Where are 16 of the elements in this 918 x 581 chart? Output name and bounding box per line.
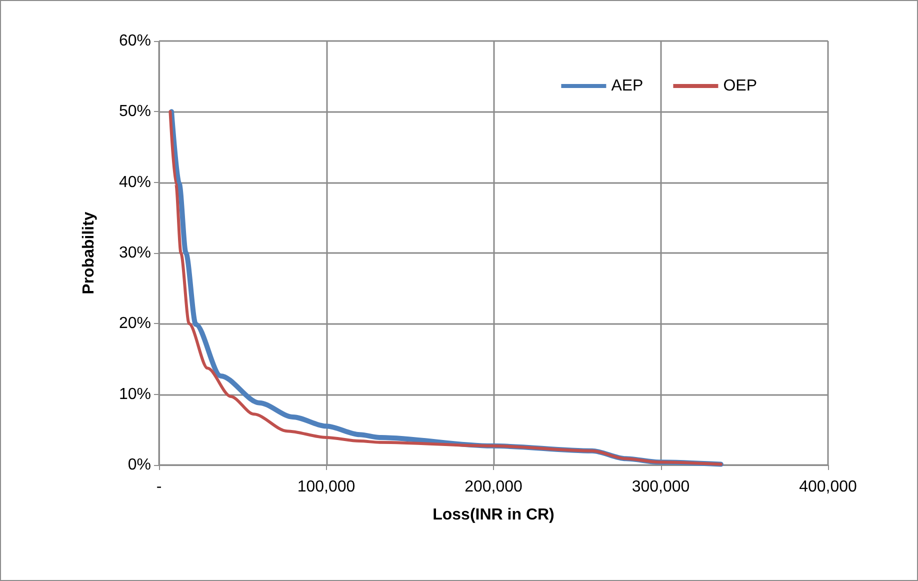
- y-axis-title: Probability: [80, 212, 98, 294]
- y-tick-label: 0%: [128, 456, 151, 474]
- x-axis-title: Loss(INR in CR): [432, 506, 554, 524]
- x-tick-label: 300,000: [632, 478, 690, 496]
- legend-label: OEP: [723, 78, 758, 94]
- x-tick-label: -: [156, 478, 162, 496]
- x-tick-label: 400,000: [799, 478, 858, 496]
- y-tick-label: 50%: [118, 103, 151, 120]
- y-tick-label: 10%: [118, 386, 151, 403]
- x-tick-label: 100,000: [297, 478, 356, 496]
- y-tick-label: 20%: [118, 315, 151, 332]
- legend-label: AEP: [611, 78, 644, 94]
- x-tick-label: 200,000: [464, 478, 523, 496]
- y-tick-label: 60%: [118, 32, 151, 50]
- y-tick-label: 30%: [118, 244, 151, 262]
- y-tick-label: 40%: [118, 174, 151, 191]
